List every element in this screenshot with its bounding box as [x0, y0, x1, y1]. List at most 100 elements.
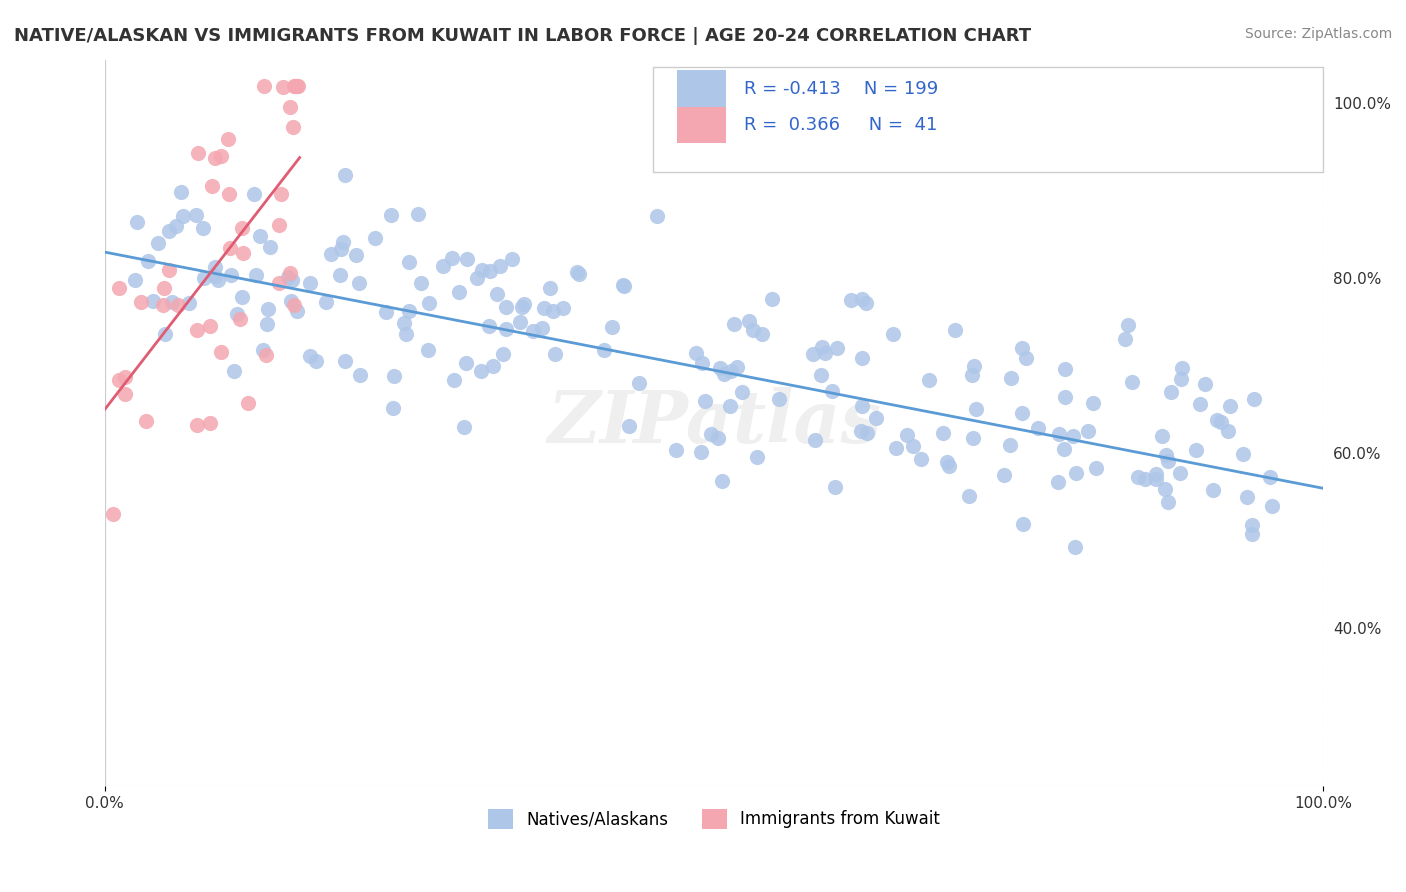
Point [495, 300, 517, 314]
Point [1053, 442, 1076, 456]
Point [713, 367, 735, 381]
Point [319, 246, 342, 260]
Point [768, 392, 790, 407]
Point [471, 263, 494, 277]
Point [645, 209, 668, 223]
Point [811, 340, 834, 354]
Point [998, 438, 1021, 452]
Point [222, 364, 245, 378]
Point [198, 319, 221, 334]
Point [287, 78, 309, 93]
Point [1114, 332, 1136, 346]
Point [256, 317, 278, 331]
Point [962, 431, 984, 445]
Point [692, 356, 714, 370]
Point [418, 295, 440, 310]
Point [278, 100, 301, 114]
Point [804, 434, 827, 448]
Point [1064, 466, 1087, 480]
Point [1240, 517, 1263, 532]
Point [114, 386, 136, 401]
Point [489, 259, 512, 273]
Point [155, 326, 177, 341]
Point [187, 145, 209, 160]
Point [108, 281, 131, 295]
Point [959, 489, 981, 503]
Point [160, 295, 183, 310]
Point [284, 78, 307, 93]
Point [165, 219, 187, 233]
Point [1012, 516, 1035, 531]
Point [720, 364, 742, 378]
Point [221, 268, 243, 283]
Point [851, 399, 873, 413]
Point [315, 295, 337, 310]
Point [1077, 424, 1099, 438]
Point [432, 259, 454, 273]
Point [851, 351, 873, 366]
Point [1064, 540, 1087, 554]
Point [1133, 472, 1156, 486]
Point [254, 348, 277, 362]
Point [209, 149, 232, 163]
Point [541, 303, 564, 318]
Point [1170, 372, 1192, 386]
Point [1209, 415, 1232, 429]
Point [1258, 470, 1281, 484]
Point [217, 131, 239, 145]
Point [204, 151, 226, 165]
Point [568, 267, 591, 281]
Point [395, 326, 418, 341]
Point [236, 396, 259, 410]
Point [742, 323, 765, 337]
Point [231, 220, 253, 235]
Point [380, 208, 402, 222]
Point [186, 417, 208, 432]
Point [344, 248, 367, 262]
Point [283, 78, 305, 93]
Point [565, 265, 588, 279]
Point [693, 394, 716, 409]
Text: R =  0.366     N =  41: R = 0.366 N = 41 [744, 116, 938, 134]
Point [375, 305, 398, 319]
Point [166, 298, 188, 312]
Point [761, 292, 783, 306]
Point [855, 296, 877, 310]
Point [157, 224, 180, 238]
Point [544, 346, 567, 360]
Point [1015, 351, 1038, 366]
Point [229, 312, 252, 326]
Point [1152, 429, 1174, 443]
Point [330, 242, 353, 256]
Point [281, 120, 304, 134]
Point [253, 78, 276, 93]
Point [392, 316, 415, 330]
Point [1062, 428, 1084, 442]
Point [191, 220, 214, 235]
Point [443, 373, 465, 387]
Point [593, 343, 616, 357]
Point [1046, 475, 1069, 489]
Point [1085, 460, 1108, 475]
Point [218, 241, 240, 255]
Point [259, 240, 281, 254]
Point [131, 295, 153, 310]
Point [1000, 371, 1022, 385]
Point [1236, 490, 1258, 504]
Point [1116, 318, 1139, 332]
Point [617, 418, 640, 433]
Point [814, 346, 837, 360]
Point [801, 347, 824, 361]
Point [1243, 392, 1265, 406]
Point [1170, 361, 1192, 376]
Point [1121, 375, 1143, 389]
Point [267, 276, 290, 290]
Point [482, 359, 505, 373]
Point [918, 373, 941, 387]
Point [936, 455, 959, 469]
Point [127, 215, 149, 229]
Point [347, 276, 370, 290]
Point [170, 185, 193, 199]
Point [177, 296, 200, 310]
Point [1049, 427, 1071, 442]
